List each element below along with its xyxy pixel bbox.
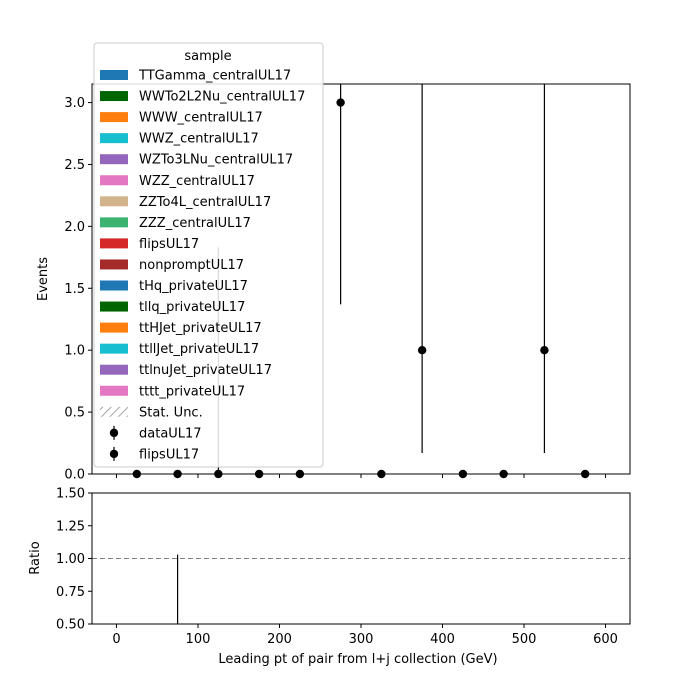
legend-entry: ttllJet_privateUL17 bbox=[100, 342, 259, 357]
x-tick-label: 300 bbox=[349, 632, 374, 647]
legend-entry: nonpromptUL17 bbox=[100, 258, 244, 273]
legend-label: ttllJet_privateUL17 bbox=[139, 342, 259, 357]
legend-label: Stat. Unc. bbox=[139, 405, 203, 420]
legend-entry: tttt_privateUL17 bbox=[100, 384, 245, 399]
legend-swatch bbox=[100, 154, 128, 165]
legend-label: WZTo3LNu_centralUL17 bbox=[139, 153, 293, 168]
main-plot-frame bbox=[91, 83, 631, 475]
data-point bbox=[417, 84, 427, 453]
legend-swatch bbox=[100, 301, 128, 312]
legend-swatch bbox=[100, 175, 128, 186]
x-tick-label: 200 bbox=[267, 632, 292, 647]
data-point bbox=[336, 84, 345, 305]
legend-label: dataUL17 bbox=[139, 426, 202, 441]
legend-entry: tllq_privateUL17 bbox=[100, 300, 245, 315]
x-tick-label: 100 bbox=[186, 632, 211, 647]
legend-entry: Stat. Unc. bbox=[100, 405, 203, 420]
legend-swatch bbox=[100, 217, 128, 228]
legend: sample TTGamma_centralUL17 WWTo2L2Nu_cent… bbox=[93, 42, 324, 468]
legend-swatch-hatch bbox=[100, 406, 128, 417]
legend-entry: WWTo2L2Nu_centralUL17 bbox=[100, 90, 305, 105]
legend-entries: TTGamma_centralUL17 WWTo2L2Nu_centralUL17… bbox=[100, 69, 305, 462]
legend-label: tHq_privateUL17 bbox=[139, 279, 248, 294]
legend-swatch bbox=[100, 280, 128, 291]
legend-title: sample bbox=[184, 49, 231, 64]
legend-label: ttlnuJet_privateUL17 bbox=[139, 363, 272, 378]
ratio-panel: 0.50 0.75 1.00 1.25 1.50 0 100 200 300 400 500 600… bbox=[28, 487, 631, 667]
ratio-y-tick-label: 1.00 bbox=[56, 552, 85, 567]
legend-swatch bbox=[100, 364, 128, 375]
legend-entry: dataUL17 bbox=[109, 425, 202, 441]
main-y-tick-label: 0.5 bbox=[64, 406, 85, 421]
main-y-tick-label: 2.0 bbox=[64, 220, 85, 235]
ratio-x-ticks: 0 100 200 300 400 500 600 bbox=[112, 624, 618, 647]
main-x-ticks bbox=[115, 474, 607, 478]
legend-entry: WZZ_centralUL17 bbox=[100, 174, 255, 189]
legend-label: nonpromptUL17 bbox=[139, 258, 244, 273]
main-y-tick-label: 1.0 bbox=[64, 344, 85, 359]
legend-swatch bbox=[100, 70, 128, 80]
ratio-y-tick-label: 1.25 bbox=[56, 519, 85, 534]
legend-swatch bbox=[100, 196, 128, 207]
data-point-marker bbox=[336, 98, 345, 107]
ratio-y-ticks: 0.50 0.75 1.00 1.25 1.50 bbox=[56, 487, 92, 633]
legend-label: WWTo2L2Nu_centralUL17 bbox=[139, 90, 305, 105]
main-y-tick-label: 0.0 bbox=[64, 468, 85, 483]
legend-entry: WWZ_centralUL17 bbox=[100, 132, 259, 147]
legend-entry: WZTo3LNu_centralUL17 bbox=[100, 153, 293, 168]
legend-label: WZZ_centralUL17 bbox=[139, 174, 255, 189]
x-tick-label: 600 bbox=[593, 632, 618, 647]
legend-label: ttHJet_privateUL17 bbox=[139, 321, 262, 336]
legend-label: TTGamma_centralUL17 bbox=[138, 69, 291, 84]
legend-swatch bbox=[100, 322, 128, 333]
ratio-y-tick-label: 1.50 bbox=[56, 487, 85, 502]
main-y-tick-label: 1.5 bbox=[64, 282, 85, 297]
main-y-axis-title: Events bbox=[36, 257, 51, 301]
legend-label: tllq_privateUL17 bbox=[139, 300, 245, 315]
legend-entry: tHq_privateUL17 bbox=[100, 279, 248, 294]
legend-swatch bbox=[100, 385, 128, 396]
legend-swatch bbox=[100, 259, 128, 270]
main-y-tick-label: 3.0 bbox=[64, 96, 85, 111]
legend-swatch bbox=[100, 343, 128, 354]
legend-label: ZZTo4L_centralUL17 bbox=[139, 195, 271, 210]
ratio-y-tick-label: 0.50 bbox=[56, 618, 85, 633]
legend-entry: WWW_centralUL17 bbox=[100, 111, 263, 126]
x-tick-label: 500 bbox=[512, 632, 537, 647]
ratio-plot-frame bbox=[91, 492, 631, 625]
legend-frame bbox=[93, 42, 324, 468]
legend-swatch bbox=[100, 133, 128, 144]
legend-entry: TTGamma_centralUL17 bbox=[100, 69, 291, 84]
data-point-marker bbox=[540, 345, 549, 355]
legend-label: tttt_privateUL17 bbox=[139, 384, 245, 399]
legend-entry: flipsUL17 bbox=[109, 446, 199, 462]
legend-entry: ttlnuJet_privateUL17 bbox=[100, 363, 272, 378]
data-point-marker bbox=[417, 345, 427, 355]
legend-entry: ZZTo4L_centralUL17 bbox=[100, 195, 271, 210]
legend-marker bbox=[109, 449, 119, 459]
x-tick-label: 0 bbox=[112, 632, 120, 647]
legend-swatch bbox=[100, 238, 128, 249]
legend-label: flipsUL17 bbox=[139, 447, 199, 462]
x-tick-label: 400 bbox=[430, 632, 455, 647]
legend-swatch bbox=[100, 91, 128, 102]
legend-label: ZZZ_centralUL17 bbox=[139, 216, 251, 231]
legend-swatch bbox=[100, 112, 128, 123]
ratio-y-axis-title: Ratio bbox=[28, 541, 43, 574]
x-axis-title: Leading pt of pair from l+j collection (… bbox=[218, 652, 497, 667]
legend-marker bbox=[109, 428, 119, 438]
legend-label: flipsUL17 bbox=[139, 237, 199, 252]
legend-entry: ttHJet_privateUL17 bbox=[100, 321, 262, 336]
main-y-ticks: 0.0 0.5 1.0 1.5 2.0 2.5 3.0 bbox=[64, 96, 92, 483]
legend-label: WWW_centralUL17 bbox=[139, 111, 263, 126]
legend-entry: ZZZ_centralUL17 bbox=[100, 216, 251, 231]
main-y-tick-label: 2.5 bbox=[64, 158, 85, 173]
legend-label: WWZ_centralUL17 bbox=[139, 132, 259, 147]
legend-entry: flipsUL17 bbox=[100, 237, 199, 252]
ratio-y-tick-label: 0.75 bbox=[56, 585, 85, 600]
data-point bbox=[540, 84, 549, 453]
